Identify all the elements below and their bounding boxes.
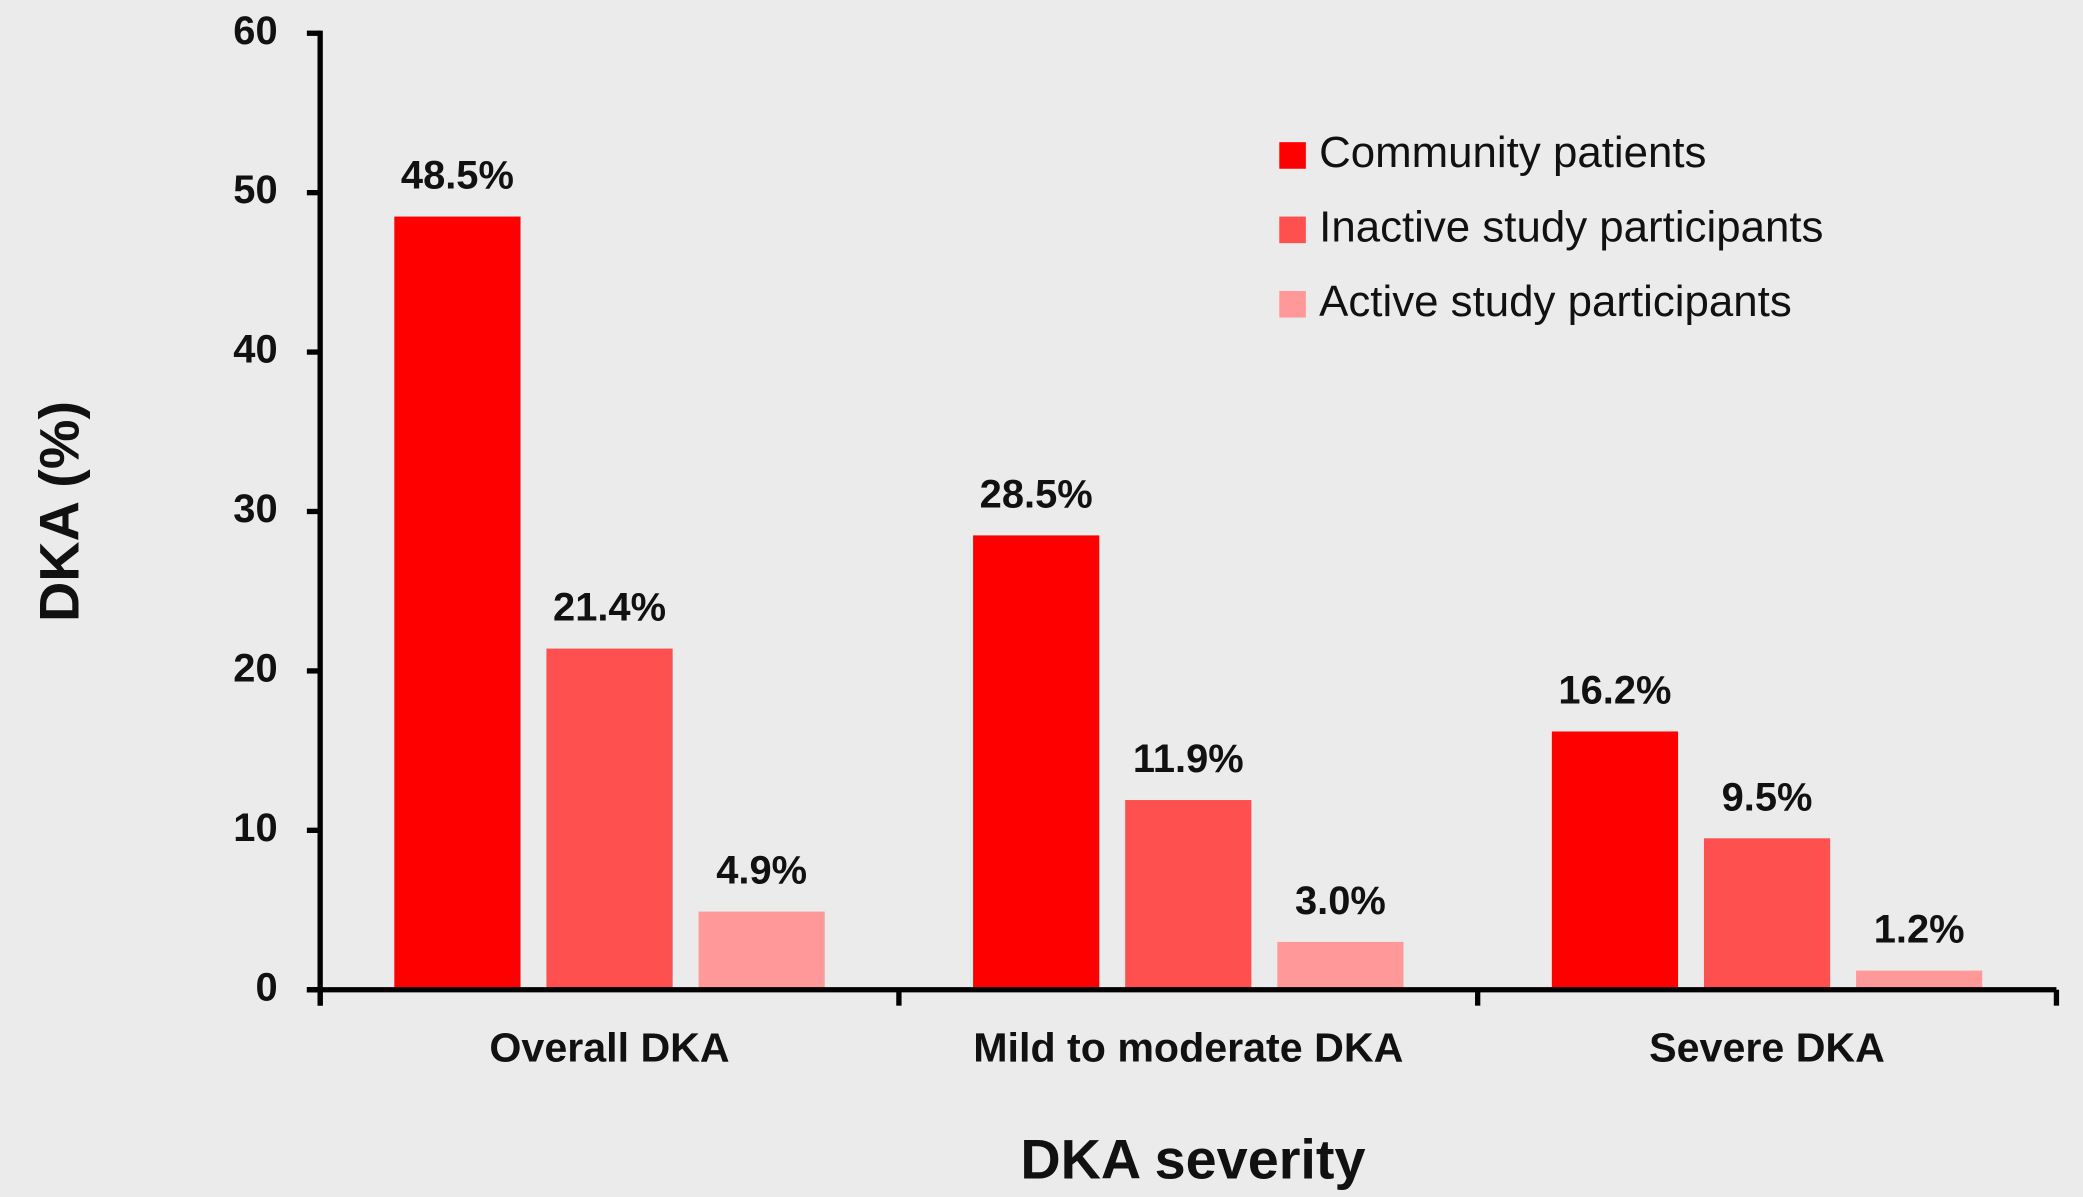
- value-label: 48.5%: [401, 154, 514, 198]
- y-tick-label: 40: [233, 328, 277, 372]
- bar: [1703, 838, 1831, 990]
- legend-label: Active study participants: [1319, 277, 1792, 326]
- value-label: 4.9%: [716, 849, 807, 893]
- y-tick-label: 50: [233, 168, 277, 212]
- bar: [1856, 970, 1983, 990]
- value-label: 11.9%: [1133, 737, 1244, 781]
- bar: [698, 911, 825, 990]
- x-tick-label: Severe DKA: [1649, 1025, 1885, 1071]
- bar: [546, 648, 673, 990]
- value-label: 1.2%: [1874, 908, 1965, 952]
- value-label: 28.5%: [980, 472, 1093, 516]
- legend-swatch: [1279, 290, 1306, 318]
- bar: [1551, 731, 1679, 990]
- value-label: 16.2%: [1558, 668, 1671, 712]
- y-tick-label: 30: [233, 487, 277, 531]
- bar: [1277, 941, 1404, 990]
- y-axis-label: DKA (%): [27, 401, 90, 622]
- value-label: 9.5%: [1722, 775, 1813, 819]
- value-label: 21.4%: [553, 586, 666, 630]
- legend-swatch: [1279, 142, 1306, 169]
- x-tick-label: Overall DKA: [489, 1025, 729, 1071]
- value-label: 3.0%: [1295, 879, 1386, 923]
- y-tick-label: 0: [255, 965, 277, 1009]
- y-tick-label: 60: [233, 9, 277, 53]
- x-tick-label: Mild to moderate DKA: [973, 1025, 1403, 1071]
- bar: [1125, 800, 1252, 990]
- x-axis-label: DKA severity: [1020, 1127, 1365, 1190]
- legend-label: Community patients: [1319, 128, 1706, 177]
- bar: [394, 216, 521, 990]
- legend-swatch: [1279, 216, 1306, 244]
- bar: [973, 535, 1100, 990]
- y-tick-label: 10: [233, 806, 277, 850]
- y-tick-label: 20: [233, 646, 277, 690]
- legend-label: Inactive study participants: [1319, 202, 1823, 251]
